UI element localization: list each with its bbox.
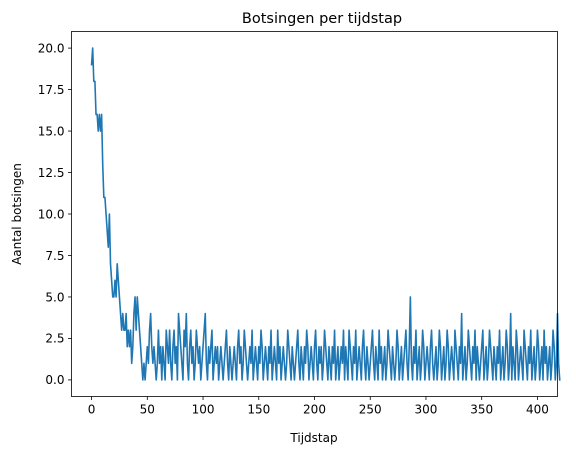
y-tick-label: 0.0 — [45, 373, 64, 387]
y-axis-title: Aantal botsingen — [10, 163, 24, 265]
y-tick-label: 20.0 — [38, 41, 65, 55]
y-tick-label: 5.0 — [45, 290, 64, 304]
series-line — [90, 47, 561, 381]
x-tick-label: 0 — [88, 403, 96, 417]
chart-title: Botsingen per tijdstap — [242, 11, 402, 27]
x-tick-label: 250 — [359, 403, 382, 417]
y-axis: 0.0 2.5 5.0 7.5 10.0 12.5 15.0 17.5 20.0 — [38, 41, 72, 387]
y-tick-label: 15.0 — [38, 124, 65, 138]
x-tick-label: 50 — [140, 403, 155, 417]
plot-frame — [71, 31, 558, 397]
x-tick-label: 350 — [470, 403, 493, 417]
plot-area — [90, 47, 561, 381]
y-tick-label: 2.5 — [45, 332, 64, 346]
x-tick-label: 200 — [303, 403, 326, 417]
y-tick-label: 17.5 — [38, 83, 65, 97]
x-tick-label: 100 — [192, 403, 215, 417]
x-axis-title: Tijdstap — [289, 431, 337, 445]
x-tick-label: 300 — [415, 403, 438, 417]
y-tick-label: 7.5 — [45, 249, 64, 263]
x-tick-label: 150 — [247, 403, 270, 417]
x-axis: 0 50 100 150 200 250 300 350 400 — [88, 396, 549, 417]
y-tick-label: 12.5 — [38, 166, 65, 180]
x-tick-label: 400 — [526, 403, 549, 417]
y-tick-label: 10.0 — [38, 207, 65, 221]
